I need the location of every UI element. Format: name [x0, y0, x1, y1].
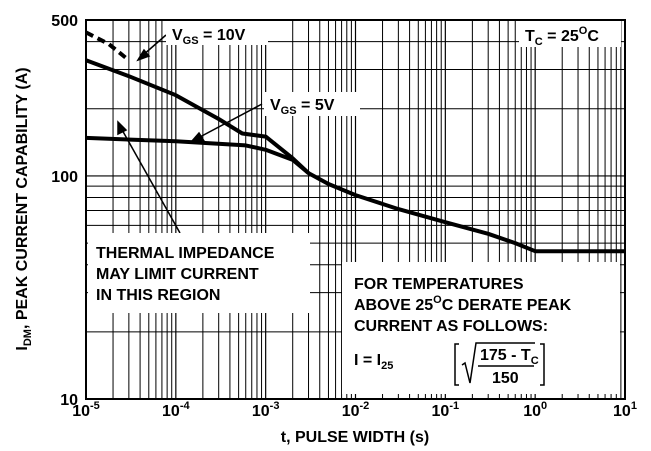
- derate-line-2: ABOVE 25OC DERATE PEAK: [354, 294, 572, 314]
- y-tick-labels: 10 100 500: [51, 13, 78, 409]
- thermal-note: THERMAL IMPEDANCE MAY LIMIT CURRENT IN T…: [96, 245, 275, 304]
- label-vgs10: VGS = 10V: [172, 27, 246, 47]
- annotation-arrows: [117, 34, 263, 234]
- thermal-note-box: [88, 233, 310, 313]
- derate-note: FOR TEMPERATURES ABOVE 25OC DERATE PEAK …: [354, 276, 572, 387]
- label-bg-vgs10: [166, 21, 268, 45]
- x-tick-labels: 10-5 10-4 10-3 10-2 10-1 100 101: [72, 400, 637, 420]
- y-axis-label: IDM, PEAK CURRENT CAPABILITY (A): [14, 67, 34, 350]
- derate-note-box: [342, 262, 620, 394]
- derate-line-3: CURRENT AS FOLLOWS:: [354, 318, 548, 335]
- x-tick-label: 10-1: [432, 400, 460, 420]
- plot-frame: [85, 19, 626, 400]
- x-tick-label: 10-2: [342, 400, 370, 420]
- series-line-1: [85, 58, 625, 254]
- x-tick-label: 10-3: [252, 400, 280, 420]
- label-tc: TC = 25OC: [525, 25, 599, 48]
- thermal-note-line-1: THERMAL IMPEDANCE: [96, 245, 275, 262]
- series-lines: [85, 30, 625, 254]
- arrow-vgs5-head: [190, 131, 206, 142]
- series-line-2: [85, 30, 131, 62]
- formula-numerator: 175 - TC: [480, 347, 539, 367]
- x-tick-label: 101: [613, 400, 637, 420]
- label-bg-vgs5: [264, 92, 360, 116]
- formula-denominator: 150: [492, 370, 519, 387]
- label-vgs5: VGS = 5V: [270, 97, 335, 117]
- thermal-note-line-2: MAY LIMIT CURRENT: [96, 266, 259, 283]
- y-tick-label: 10: [60, 392, 78, 409]
- y-tick-label: 100: [51, 169, 78, 186]
- x-axis-label: t, PULSE WIDTH (s): [281, 429, 429, 446]
- formula-right-bracket: [540, 343, 545, 386]
- x-tick-label: 10-4: [162, 400, 190, 420]
- thermal-note-line-3: IN THIS REGION: [96, 287, 220, 304]
- series-line-3: [85, 135, 310, 175]
- x-tick-label: 100: [523, 400, 547, 420]
- derate-formula-lhs: I = I25: [354, 352, 393, 372]
- arrow-vgs10-head: [136, 48, 151, 62]
- x-tick-label: 10-5: [72, 400, 100, 420]
- label-bg-tc: [519, 21, 621, 47]
- arrow-thermal: [120, 127, 181, 234]
- formula-sqrt-sign: [461, 342, 535, 384]
- formula-left-bracket: [454, 343, 459, 386]
- y-tick-label: 500: [51, 13, 78, 30]
- arrow-vgs5: [197, 103, 263, 139]
- arrow-thermal-head: [117, 120, 128, 136]
- derate-line-1: FOR TEMPERATURES: [354, 276, 524, 293]
